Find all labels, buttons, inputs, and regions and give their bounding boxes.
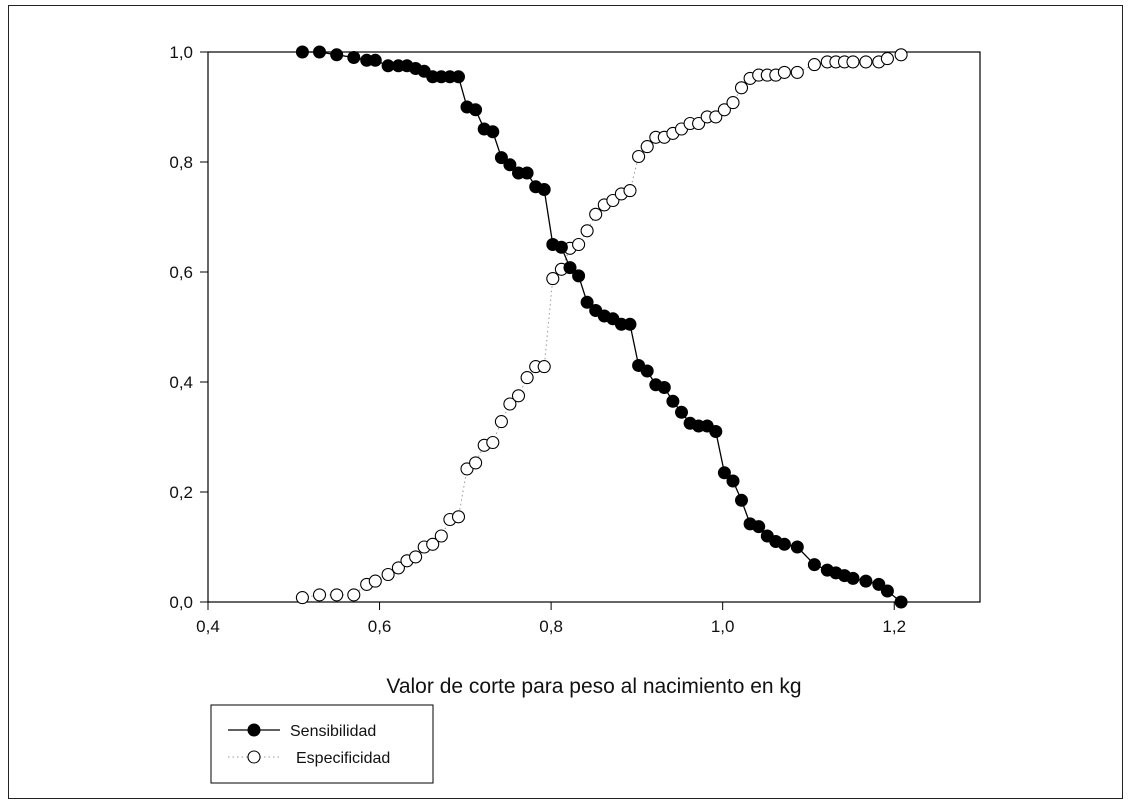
legend-marker-especificidad: [247, 750, 261, 764]
point-sensibilidad: [503, 158, 517, 172]
point-especificidad: [777, 65, 791, 79]
legend-label-especificidad: Especificidad: [296, 750, 390, 767]
point-sensibilidad: [486, 125, 500, 139]
point-especificidad: [511, 389, 526, 403]
point-sensibilidad: [469, 103, 483, 117]
x-axis-title: Valor de corte para peso al nacimiento e…: [386, 675, 801, 698]
point-sensibilidad: [368, 53, 382, 67]
point-sensibilidad: [494, 151, 508, 165]
point-especificidad: [640, 140, 654, 154]
point-especificidad: [859, 55, 873, 69]
y-tick-label: 1,0: [169, 43, 193, 62]
y-axis: 0,0 0,2 0,4 0,6 0,8 1,0: [169, 43, 208, 612]
legend-box: [210, 704, 434, 784]
point-especificidad: [589, 207, 603, 221]
figure-frame: [8, 5, 1123, 799]
point-especificidad: [295, 591, 309, 605]
point-especificidad: [426, 537, 440, 551]
point-especificidad: [469, 456, 483, 470]
point-sensibilidad: [554, 240, 568, 254]
point-sensibilidad: [580, 295, 594, 309]
y-tick-label: 0,8: [169, 153, 193, 172]
x-tick-label: 1,0: [711, 617, 735, 636]
x-axis: 0,4 0,6 0,8 1,0 1,2: [196, 602, 906, 636]
legend-label-sensibilidad: Sensibilidad: [290, 723, 376, 740]
point-sensibilidad: [872, 577, 886, 591]
point-sensibilidad: [777, 537, 791, 551]
point-especificidad: [790, 65, 804, 79]
point-sensibilidad: [330, 48, 344, 62]
point-sensibilidad: [295, 45, 309, 59]
point-especificidad: [409, 550, 423, 564]
point-especificidad: [494, 415, 508, 429]
point-sensibilidad: [717, 466, 731, 480]
point-sensibilidad: [623, 317, 637, 331]
point-especificidad: [546, 272, 560, 286]
y-tick-label: 0,0: [169, 593, 193, 612]
point-especificidad: [330, 588, 344, 602]
point-especificidad: [434, 529, 448, 543]
point-sensibilidad: [735, 493, 748, 507]
x-tick-label: 0,6: [368, 617, 392, 636]
point-especificidad: [368, 574, 382, 588]
legend-marker-sensibilidad: [247, 723, 261, 737]
point-especificidad: [880, 52, 894, 66]
point-especificidad: [709, 110, 723, 124]
point-especificidad: [807, 58, 821, 72]
point-especificidad: [692, 116, 706, 131]
point-sensibilidad: [640, 364, 654, 378]
point-especificidad: [520, 371, 534, 385]
point-especificidad: [451, 510, 466, 524]
point-sensibilidad: [572, 269, 586, 283]
point-sensibilidad: [880, 584, 894, 598]
series-line-sensibilidad: [302, 51, 902, 603]
x-tick-label: 0,8: [539, 617, 563, 636]
plot-area: [207, 51, 981, 603]
point-sensibilidad: [347, 51, 361, 64]
point-especificidad: [537, 360, 551, 374]
point-especificidad: [632, 149, 646, 164]
point-sensibilidad: [846, 571, 860, 585]
y-tick-label: 0,2: [169, 483, 193, 502]
point-sensibilidad: [752, 520, 766, 534]
point-especificidad: [734, 81, 749, 95]
point-sensibilidad: [452, 70, 465, 84]
point-especificidad: [717, 103, 731, 117]
point-sensibilidad: [675, 405, 688, 419]
y-tick-label: 0,6: [169, 263, 193, 282]
point-sensibilidad: [859, 574, 873, 588]
point-sensibilidad: [790, 540, 804, 554]
point-sensibilidad: [726, 474, 740, 488]
point-sensibilidad: [894, 595, 908, 609]
legend: Sensibilidad Especificidad: [210, 704, 434, 784]
point-sensibilidad: [520, 166, 534, 180]
point-especificidad: [894, 48, 908, 62]
series-line-especificidad: [302, 54, 902, 599]
point-especificidad: [503, 397, 517, 411]
point-especificidad: [381, 567, 395, 582]
point-especificidad: [606, 193, 620, 208]
point-especificidad: [572, 237, 586, 252]
y-tick-label: 0,4: [169, 373, 193, 392]
point-sensibilidad: [709, 425, 723, 438]
point-sensibilidad: [807, 558, 821, 572]
point-sensibilidad: [313, 45, 326, 59]
series-layer: [295, 45, 908, 609]
point-especificidad: [312, 588, 327, 602]
point-sensibilidad: [666, 394, 680, 408]
x-tick-label: 0,4: [196, 617, 220, 636]
point-sensibilidad: [657, 381, 671, 394]
point-especificidad: [580, 224, 594, 238]
x-tick-label: 1,2: [882, 617, 906, 636]
point-especificidad: [391, 561, 405, 575]
point-sensibilidad: [563, 261, 577, 275]
point-especificidad: [486, 435, 500, 450]
point-sensibilidad: [537, 183, 551, 196]
point-especificidad: [347, 588, 361, 602]
point-especificidad: [846, 55, 860, 69]
point-especificidad: [726, 96, 740, 110]
point-especificidad: [623, 184, 637, 198]
